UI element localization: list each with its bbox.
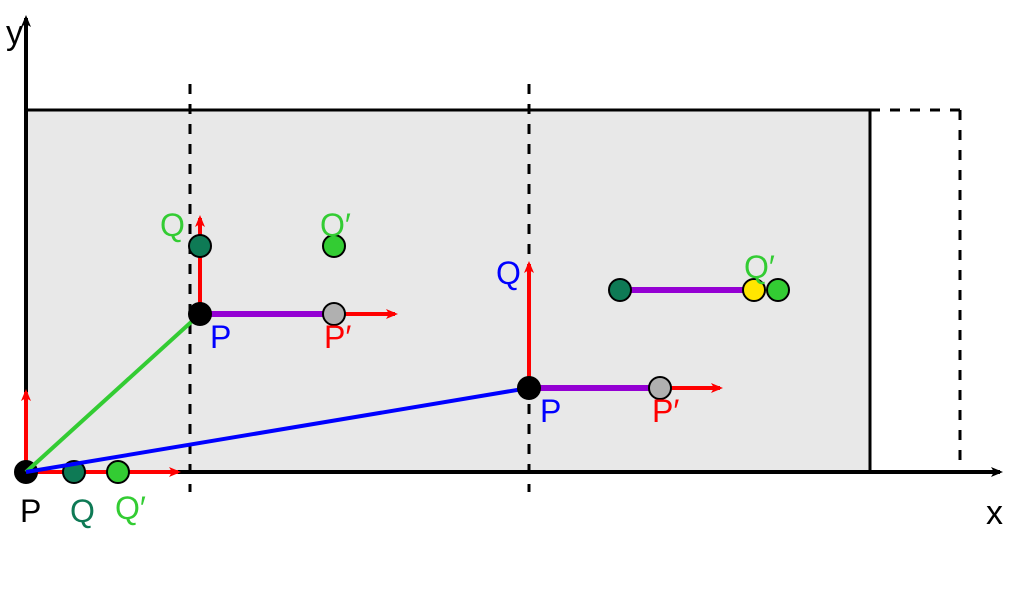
mid-label-Q_label: Q bbox=[160, 207, 185, 243]
x-axis-label: x bbox=[986, 494, 1003, 532]
right-label-P_label: P bbox=[540, 393, 561, 429]
origin-label-P_label: P bbox=[20, 493, 41, 529]
right-dot-Qt bbox=[609, 279, 631, 301]
right-label-Qp_label: Q′ bbox=[744, 249, 775, 285]
mid-label-Qp_label: Q′ bbox=[320, 207, 351, 243]
mid-label-Pp_label: P′ bbox=[324, 319, 351, 355]
mid-label-P_label: P bbox=[210, 319, 231, 355]
right-label-Q_label: Q bbox=[496, 255, 521, 291]
origin-dot-Qp bbox=[107, 461, 129, 483]
mid-dot-Q bbox=[189, 235, 211, 257]
right-dot-P bbox=[518, 377, 540, 399]
right-label-Pp_label: P′ bbox=[652, 393, 679, 429]
y-axis-label: y bbox=[6, 14, 23, 52]
origin-label-Q_label: Q bbox=[70, 493, 95, 529]
origin-label-Qp_label: Q′ bbox=[115, 490, 146, 526]
mid-dot-P bbox=[189, 303, 211, 325]
